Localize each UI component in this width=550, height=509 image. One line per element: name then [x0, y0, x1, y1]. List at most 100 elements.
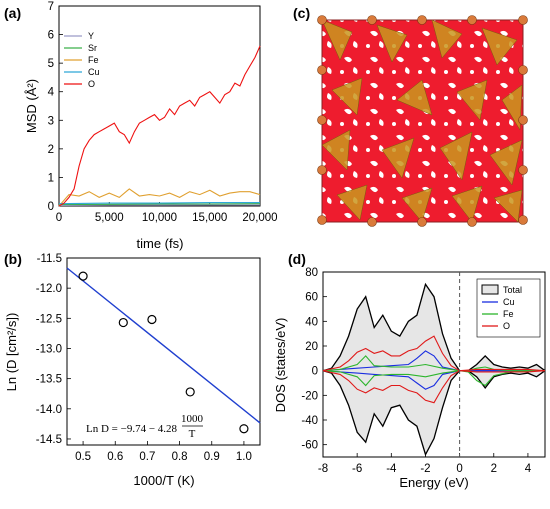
y-tick-label: 2	[48, 144, 54, 156]
data-point	[118, 317, 128, 328]
atom	[367, 15, 377, 25]
atom	[317, 65, 327, 75]
polyhedron	[439, 131, 473, 181]
polyhedron	[376, 24, 408, 63]
polyhedron	[493, 189, 523, 223]
polyhedron	[336, 184, 368, 221]
y-tick-label: 40	[305, 316, 318, 328]
legend-label-o: O	[88, 79, 95, 89]
series-sr-line	[58, 203, 261, 206]
data-point	[239, 424, 249, 434]
polyhedron	[489, 139, 523, 186]
polyhedron	[321, 129, 351, 171]
y-tick-label: -14.0	[36, 404, 62, 416]
series-total-spin-up-line	[322, 282, 546, 372]
data-point	[147, 314, 157, 325]
polyhedron	[381, 137, 415, 179]
x-tick-label: 4	[525, 463, 532, 475]
series-cu-line	[58, 202, 260, 205]
y-axis-label: MSD (Å²)	[24, 79, 39, 133]
x-tick-label: 10,000	[142, 212, 177, 224]
y-tick-label: -60	[301, 440, 318, 452]
fit-line	[66, 267, 261, 424]
atom	[467, 217, 477, 227]
x-tick-label: 0	[456, 463, 462, 475]
atom	[317, 15, 327, 25]
equation-numerator: 1000	[181, 413, 204, 425]
polyhedron	[451, 185, 483, 223]
atom	[317, 165, 327, 175]
y-tick-label: 80	[305, 267, 318, 279]
crystal-structure-image	[317, 15, 528, 227]
panel-d-label: (d)	[288, 251, 306, 267]
atom	[518, 215, 528, 225]
x-tick-label: 1.0	[236, 451, 252, 463]
x-tick-label: 20,000	[242, 212, 277, 224]
x-tick-label: -6	[352, 463, 362, 475]
y-axis-label: Ln (D [cm²/s])	[4, 313, 19, 392]
panel-c: (c)	[293, 5, 528, 227]
x-axis-label: time (fs)	[137, 236, 184, 251]
panel-c-label: (c)	[293, 5, 310, 21]
y-tick-label: 60	[305, 292, 318, 304]
x-tick-label: 0.9	[204, 451, 220, 463]
legend: Y Sr Fe Cu O	[64, 31, 100, 89]
x-axis-label: 1000/T (K)	[133, 473, 194, 488]
x-axis-label: Energy (eV)	[399, 475, 468, 490]
x-tick-label: -4	[386, 463, 397, 475]
legend-label-fe: Fe	[88, 55, 99, 65]
x-tick-label: 2	[491, 463, 497, 475]
y-tick-label: 5	[48, 58, 54, 70]
y-tick-label: 0	[48, 201, 54, 213]
legend-label-fe: Fe	[503, 309, 514, 319]
atom	[417, 15, 427, 25]
x-tick-label: 5,000	[95, 212, 124, 224]
legend: Total Cu Fe O	[476, 278, 541, 338]
atom	[467, 15, 477, 25]
y-tick-label: 6	[48, 30, 54, 42]
legend-label-o: O	[503, 321, 510, 331]
y-tick-label: -20	[301, 390, 318, 402]
atom	[417, 217, 427, 227]
y-tick-label: 20	[305, 341, 318, 353]
polyhedron	[321, 19, 353, 61]
y-tick-label: -11.5	[37, 253, 62, 265]
y-axis-label: DOS (states/eV)	[273, 318, 288, 413]
x-tick-label: 0.8	[172, 451, 188, 463]
atom	[518, 65, 528, 75]
polyhedron	[456, 79, 488, 121]
y-tick-label: 4	[48, 87, 55, 99]
atom	[518, 165, 528, 175]
polyhedron	[396, 79, 433, 116]
series-total-fill	[323, 284, 545, 455]
series-fe-line	[58, 188, 261, 207]
y-tick-label: -12.5	[36, 313, 62, 325]
y-tick-label: 1	[48, 172, 54, 184]
legend-label-sr: Sr	[88, 43, 97, 53]
legend-label-cu: Cu	[88, 67, 100, 77]
polyhedron	[481, 27, 518, 66]
equation-lhs: Ln D = −9.74 − 4.28	[86, 423, 178, 435]
panel-b: (b) 0.5 0.6 0.7 0.8 0.9 1.0 -11.5 -12.0 -12.5 -1…	[4, 251, 261, 488]
polyhedron	[331, 77, 363, 116]
legend-label-total: Total	[503, 285, 522, 295]
series-o-spin-down-line	[322, 370, 546, 404]
series-o-spin-up-line	[322, 335, 546, 372]
atom	[317, 115, 327, 125]
series-fe-spin-down-line	[322, 370, 545, 387]
x-tick-label: 0.5	[75, 451, 91, 463]
y-tick-label: 0	[312, 366, 318, 378]
series-total-spin-down-line	[322, 370, 546, 457]
y-tick-label: -40	[301, 415, 318, 427]
series-cu-spin-down-line	[322, 370, 545, 390]
panel-b-label: (b)	[4, 251, 22, 267]
atom	[518, 115, 528, 125]
y-tick-label: 7	[48, 1, 54, 13]
y-tick-label: -13.5	[36, 374, 62, 386]
x-tick-label: -8	[318, 463, 328, 475]
equation-denominator: T	[189, 428, 196, 440]
legend-label-y: Y	[88, 31, 94, 41]
x-tick-label: -2	[420, 463, 430, 475]
y-tick-label: -12.0	[36, 283, 62, 295]
